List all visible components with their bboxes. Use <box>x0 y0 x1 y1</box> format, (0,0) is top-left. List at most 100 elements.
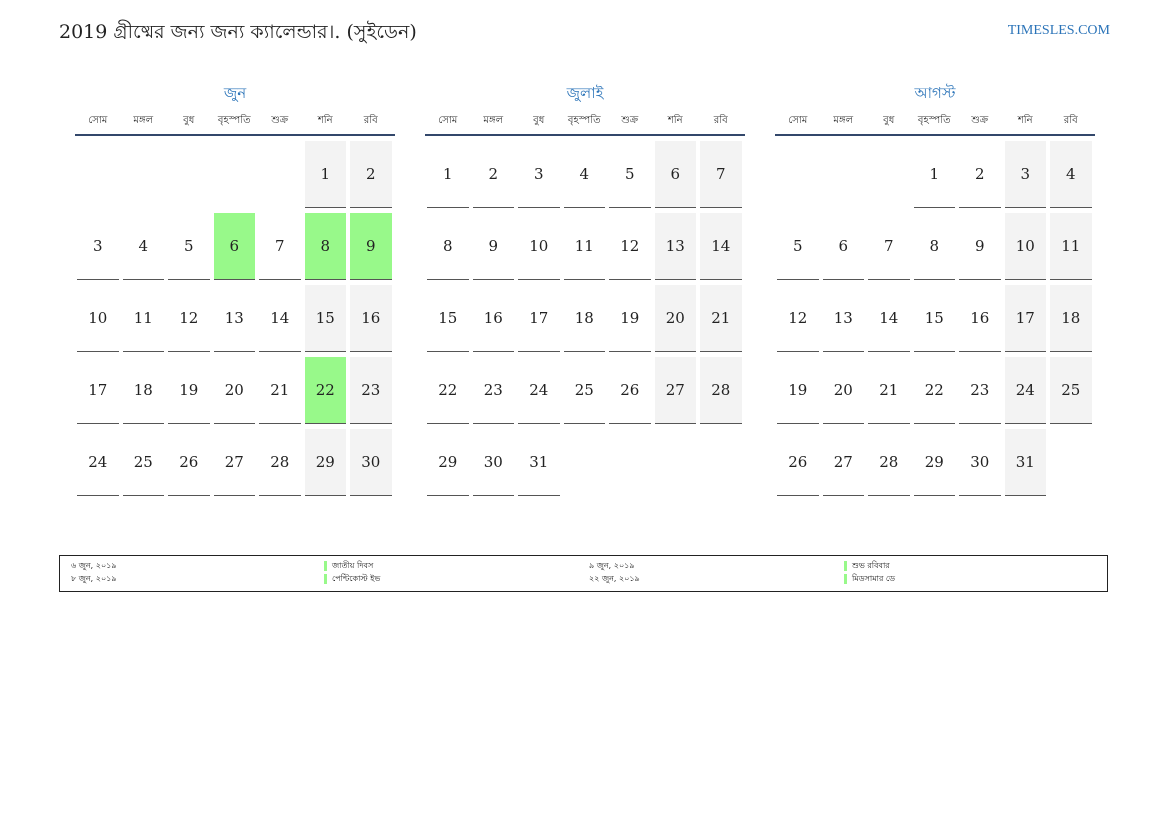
day-cell[interactable]: 22 <box>913 357 955 424</box>
day-cell[interactable]: 11 <box>563 213 605 280</box>
day-cell[interactable]: 24 <box>77 429 119 496</box>
day-cell[interactable]: 12 <box>168 285 210 352</box>
site-link[interactable]: TIMESLES.COM <box>1007 23 1110 38</box>
day-cell[interactable]: 19 <box>777 357 819 424</box>
day-cell[interactable]: 23 <box>472 357 514 424</box>
day-cell[interactable]: 26 <box>609 357 651 424</box>
day-cell[interactable]: 15 <box>304 285 346 352</box>
day-cell[interactable]: 4 <box>122 213 164 280</box>
day-cell[interactable]: 30 <box>959 429 1001 496</box>
weekday-label: শনি <box>317 115 333 126</box>
day-cell[interactable]: 28 <box>700 357 742 424</box>
day-cell[interactable]: 21 <box>868 357 910 424</box>
day-cell[interactable]: 18 <box>122 357 164 424</box>
day-cell[interactable]: 10 <box>77 285 119 352</box>
day-cell[interactable]: 9 <box>472 213 514 280</box>
day-cell[interactable]: 3 <box>1004 141 1046 208</box>
day-cell[interactable]: 15 <box>913 285 955 352</box>
day-cell[interactable]: 4 <box>563 141 605 208</box>
day-cell[interactable]: 2 <box>472 141 514 208</box>
day-cell[interactable]: 1 <box>427 141 469 208</box>
day-cell[interactable]: 8 <box>427 213 469 280</box>
day-cell[interactable]: 9 <box>350 213 392 280</box>
day-cell[interactable]: 17 <box>1004 285 1046 352</box>
day-cell[interactable]: 20 <box>822 357 864 424</box>
empty-cell <box>123 141 165 207</box>
day-cell[interactable]: 17 <box>77 357 119 424</box>
day-cell[interactable]: 11 <box>122 285 164 352</box>
day-cell[interactable]: 5 <box>777 213 819 280</box>
day-cell[interactable]: 3 <box>518 141 560 208</box>
day-cell[interactable]: 13 <box>822 285 864 352</box>
day-cell[interactable]: 29 <box>304 429 346 496</box>
day-cell[interactable]: 2 <box>959 141 1001 208</box>
day-cell[interactable]: 14 <box>868 285 910 352</box>
day-cell[interactable]: 14 <box>700 213 742 280</box>
day-cell[interactable]: 29 <box>913 429 955 496</box>
day-cell[interactable]: 28 <box>868 429 910 496</box>
day-cell[interactable]: 12 <box>777 285 819 352</box>
day-cell[interactable]: 13 <box>213 285 255 352</box>
day-cell[interactable]: 18 <box>1050 285 1092 352</box>
day-cell[interactable]: 25 <box>122 429 164 496</box>
day-cell[interactable]: 27 <box>654 357 696 424</box>
day-cell[interactable]: 26 <box>777 429 819 496</box>
day-cell[interactable]: 29 <box>427 429 469 496</box>
empty-cell <box>823 141 865 207</box>
day-cell[interactable]: 19 <box>168 357 210 424</box>
day-cell[interactable]: 5 <box>609 141 651 208</box>
day-cell[interactable]: 7 <box>868 213 910 280</box>
day-cell[interactable]: 13 <box>654 213 696 280</box>
day-cell[interactable]: 5 <box>168 213 210 280</box>
day-cell[interactable]: 6 <box>822 213 864 280</box>
day-cell[interactable]: 8 <box>913 213 955 280</box>
day-cell[interactable]: 23 <box>959 357 1001 424</box>
day-cell[interactable]: 16 <box>350 285 392 352</box>
day-cell[interactable]: 16 <box>472 285 514 352</box>
day-cell[interactable]: 20 <box>654 285 696 352</box>
day-cell[interactable]: 8 <box>304 213 346 280</box>
day-cell[interactable]: 1 <box>304 141 346 208</box>
day-cell[interactable]: 23 <box>350 357 392 424</box>
day-cell[interactable]: 19 <box>609 285 651 352</box>
day-cell[interactable]: 27 <box>213 429 255 496</box>
day-cell[interactable]: 16 <box>959 285 1001 352</box>
weekday-label: রবি <box>363 115 378 126</box>
day-cell[interactable]: 26 <box>168 429 210 496</box>
day-cell[interactable]: 9 <box>959 213 1001 280</box>
day-cell[interactable]: 28 <box>259 429 301 496</box>
day-cell[interactable]: 21 <box>700 285 742 352</box>
day-cell[interactable]: 3 <box>77 213 119 280</box>
day-cell[interactable]: 1 <box>913 141 955 208</box>
day-cell[interactable]: 30 <box>472 429 514 496</box>
day-cell[interactable]: 27 <box>822 429 864 496</box>
day-cell[interactable]: 25 <box>563 357 605 424</box>
day-cell[interactable]: 6 <box>654 141 696 208</box>
day-cell[interactable]: 24 <box>518 357 560 424</box>
day-cell[interactable]: 22 <box>427 357 469 424</box>
day-cell[interactable]: 10 <box>1004 213 1046 280</box>
day-cell[interactable]: 31 <box>518 429 560 496</box>
day-cell[interactable]: 24 <box>1004 357 1046 424</box>
day-cell[interactable]: 18 <box>563 285 605 352</box>
weekday-label: বৃহস্পতি <box>567 115 601 126</box>
day-cell[interactable]: 7 <box>700 141 742 208</box>
day-cell[interactable]: 2 <box>350 141 392 208</box>
day-cell[interactable]: 21 <box>259 357 301 424</box>
legend-date: ২২ জুন, ২০১৯ <box>589 574 640 583</box>
day-cell[interactable]: 12 <box>609 213 651 280</box>
day-cell[interactable]: 4 <box>1050 141 1092 208</box>
day-cell[interactable]: 14 <box>259 285 301 352</box>
day-cell[interactable]: 20 <box>213 357 255 424</box>
day-cell[interactable]: 11 <box>1050 213 1092 280</box>
day-cell[interactable]: 31 <box>1004 429 1046 496</box>
days-grid: 1 2 3 4 5 6 7 8 9 10 11 12 13 14 15 16 17 18 19 20 21 22 23 24 2… <box>777 141 1093 496</box>
day-cell[interactable]: 17 <box>518 285 560 352</box>
day-cell[interactable]: 7 <box>259 213 301 280</box>
day-cell[interactable]: 15 <box>427 285 469 352</box>
day-cell[interactable]: 6 <box>213 213 255 280</box>
day-cell[interactable]: 10 <box>518 213 560 280</box>
day-cell[interactable]: 22 <box>304 357 346 424</box>
day-cell[interactable]: 30 <box>350 429 392 496</box>
day-cell[interactable]: 25 <box>1050 357 1092 424</box>
